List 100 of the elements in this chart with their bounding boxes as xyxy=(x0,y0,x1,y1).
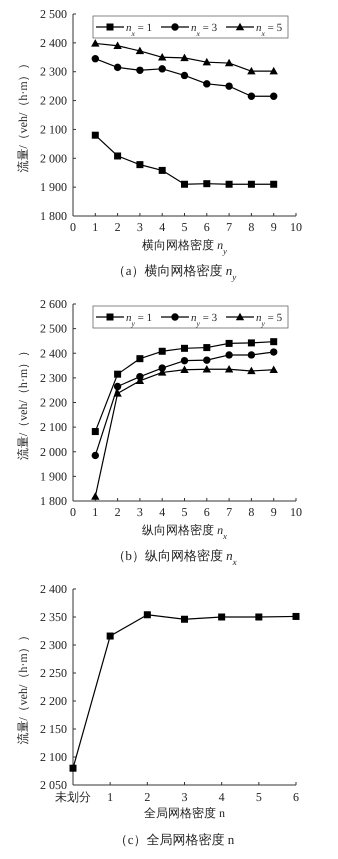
point xyxy=(113,41,122,49)
point xyxy=(180,365,189,373)
y-tick-label: 1 800 xyxy=(40,209,67,223)
y-tick-label: 2 500 xyxy=(40,7,67,21)
point xyxy=(203,80,210,88)
point xyxy=(270,348,278,356)
point xyxy=(218,614,226,620)
point xyxy=(225,351,233,359)
point xyxy=(158,166,166,174)
point xyxy=(203,356,210,364)
x-tick-label: 未划分 xyxy=(55,790,91,804)
point xyxy=(270,180,278,188)
point xyxy=(270,365,278,373)
point xyxy=(180,356,188,364)
x-tick-label: 0 xyxy=(70,220,76,234)
point xyxy=(136,355,144,362)
point xyxy=(248,351,256,359)
point xyxy=(224,364,234,372)
x-tick-label: 6 xyxy=(204,505,210,519)
x-tick-label: 1 xyxy=(92,220,98,234)
point xyxy=(270,66,278,74)
point xyxy=(270,338,278,346)
x-tick-label: 8 xyxy=(248,220,254,234)
x-tick-label: 9 xyxy=(270,220,277,234)
x-tick-label: 10 xyxy=(290,220,302,234)
y-tick-label: 2 000 xyxy=(40,151,67,166)
point xyxy=(92,132,99,139)
x-tick-label: 5 xyxy=(182,505,188,519)
x-axis-title: 横向网格密度 n$_{y}$ xyxy=(142,238,228,256)
point xyxy=(136,66,144,74)
x-tick-label: 3 xyxy=(182,790,188,804)
y-tick-label: 2 000 xyxy=(40,444,67,459)
point xyxy=(180,72,188,80)
y-tick-label: 2 400 xyxy=(40,346,67,360)
point xyxy=(92,452,99,460)
y-tick-label: 1 900 xyxy=(40,180,67,194)
y-tick-label: 2 400 xyxy=(40,582,67,596)
point xyxy=(203,344,210,352)
point xyxy=(248,92,256,100)
x-tick-label: 0 xyxy=(70,505,76,519)
point xyxy=(247,366,256,374)
point xyxy=(92,428,99,436)
y-tick-label: 2 100 xyxy=(40,122,67,136)
point xyxy=(181,616,188,623)
x-tick-label: 10 xyxy=(290,505,302,519)
y-tick-label: 2 200 xyxy=(40,94,67,108)
x-tick-label: 3 xyxy=(136,505,143,519)
x-tick-label: 5 xyxy=(256,790,262,804)
x-tick-label: 3 xyxy=(136,220,143,234)
point xyxy=(158,52,166,60)
text: （a）横向网格密度 n$_{y}$ xyxy=(112,263,238,282)
y-tick-label: 2 250 xyxy=(40,666,67,680)
y-tick-label: 2 050 xyxy=(40,778,67,792)
x-tick-label: 4 xyxy=(218,790,225,804)
y-tick-label: 2 100 xyxy=(40,420,67,434)
point xyxy=(292,612,300,620)
y-tick-label: 2 350 xyxy=(40,610,67,624)
point xyxy=(114,64,122,72)
point xyxy=(270,92,278,100)
x-tick-label: 4 xyxy=(159,505,166,519)
legend-label: n$_{x}$ = 3 xyxy=(191,22,218,38)
y-tick-label: 2 300 xyxy=(40,370,67,385)
x-tick-label: 7 xyxy=(226,220,232,234)
y-tick-label: 1 900 xyxy=(40,469,67,484)
point xyxy=(181,180,188,188)
y-tick-label: 1 800 xyxy=(40,494,67,508)
x-axis-title: 纵向网格密度 n$_{x}$ xyxy=(142,523,228,540)
point xyxy=(114,370,122,378)
x-tick-label: 6 xyxy=(204,220,210,234)
y-tick-label: 2 300 xyxy=(40,64,67,79)
point xyxy=(144,611,151,618)
y-tick-label: 2 600 xyxy=(40,297,67,311)
y-tick-label: 2 200 xyxy=(40,694,67,708)
legend-label: n$_{y}$ = 1 xyxy=(126,312,152,328)
point xyxy=(106,632,114,640)
y-axis-title: 流量/（veh/（h·m）） xyxy=(16,344,30,460)
point xyxy=(136,46,144,54)
x-tick-label: 1 xyxy=(107,790,114,804)
point xyxy=(91,39,100,47)
point xyxy=(224,58,234,66)
x-tick-label: 2 xyxy=(144,790,150,804)
point xyxy=(70,764,76,772)
point xyxy=(158,348,166,355)
point xyxy=(225,82,233,90)
x-tick-label: 2 xyxy=(114,220,121,234)
y-tick-label: 2 300 xyxy=(40,638,67,652)
y-axis-title: 流量/（veh/（h·m）） xyxy=(16,57,30,173)
y-axis-title: 流量/（veh/（h·m）） xyxy=(16,629,30,745)
y-tick-label: 2 500 xyxy=(40,322,67,336)
legend-label: n$_{y}$ = 5 xyxy=(256,312,283,328)
y-tick-label: 2 150 xyxy=(40,722,67,736)
point xyxy=(202,364,211,372)
point xyxy=(255,614,262,620)
point xyxy=(136,161,144,168)
point xyxy=(226,180,233,188)
point xyxy=(248,339,255,346)
legend-label: n$_{x}$ = 5 xyxy=(256,22,283,38)
point xyxy=(203,180,210,188)
x-tick-label: 9 xyxy=(270,505,277,519)
y-tick-label: 2 200 xyxy=(40,396,67,410)
